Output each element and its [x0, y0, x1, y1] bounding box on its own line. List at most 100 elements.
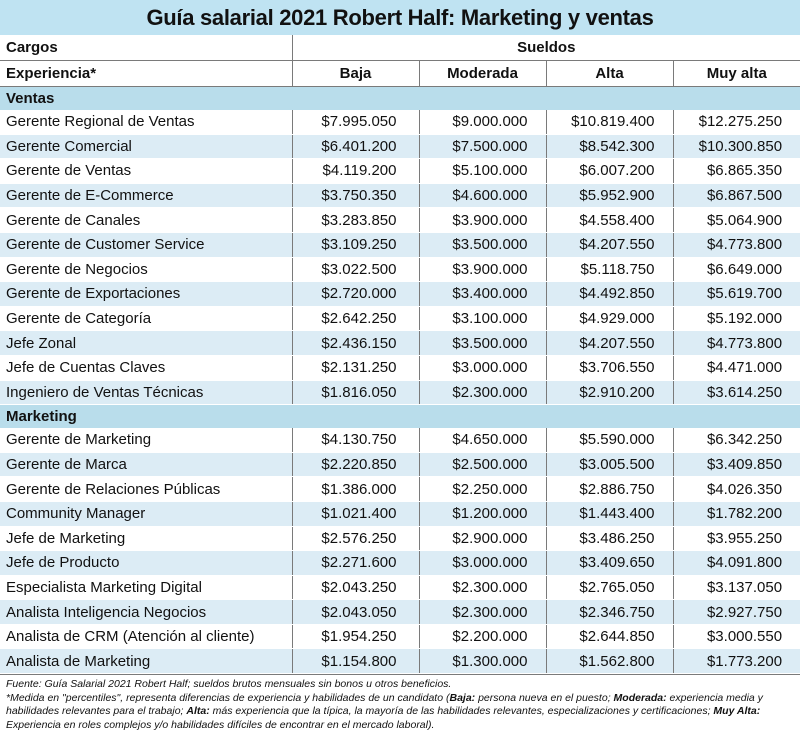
- salary-cell: $4.091.800: [673, 550, 800, 576]
- salary-cell: $2.131.250: [292, 355, 420, 381]
- cargo-cell: Gerente Regional de Ventas: [0, 110, 293, 135]
- salary-cell: $3.000.550: [673, 624, 800, 650]
- note-intro: *Medida en "percentiles", representa dif…: [6, 691, 450, 704]
- salary-cell: $4.026.350: [673, 476, 800, 502]
- salary-cell: $2.642.250: [292, 306, 420, 332]
- table-row: Jefe de Producto $2.271.600 $3.000.000 $3.4…: [0, 550, 800, 576]
- cargo-cell: Jefe Zonal: [0, 330, 293, 356]
- salary-cell: $1.773.200: [673, 648, 800, 675]
- table-row: Analista Inteligencia Negocios $2.043.050…: [0, 599, 800, 625]
- salary-cell: $6.865.350: [673, 158, 800, 184]
- salary-cell: $2.927.750: [673, 599, 800, 625]
- salary-cell: $1.154.800: [292, 648, 420, 675]
- salary-cell: $4.492.850: [546, 281, 674, 307]
- table-row: Jefe de Marketing $2.576.250 $2.900.000 $3.…: [0, 526, 800, 552]
- table-row: Gerente de Canales $3.283.850 $3.900.000 $4…: [0, 207, 800, 233]
- salary-cell: $3.005.500: [546, 452, 674, 478]
- salary-cell: $5.192.000: [673, 306, 800, 332]
- section-title: Marketing: [0, 404, 800, 429]
- cargo-cell: Gerente de Canales: [0, 207, 293, 233]
- table-row: Especialista Marketing Digital $2.043.250…: [0, 575, 800, 601]
- salary-cell: $3.614.250: [673, 380, 800, 406]
- salary-cell: $1.386.000: [292, 476, 420, 502]
- salary-cell: $3.022.500: [292, 257, 420, 283]
- salary-cell: $3.100.000: [419, 306, 547, 332]
- salary-cell: $3.283.850: [292, 207, 420, 233]
- salary-cell: $4.558.400: [546, 207, 674, 233]
- cargo-cell: Gerente de Ventas: [0, 158, 293, 184]
- salary-cell: $6.867.500: [673, 183, 800, 209]
- cargo-cell: Gerente de Marca: [0, 452, 293, 478]
- note-alta-text: más experiencia que la típica, la mayorí…: [209, 705, 714, 718]
- salary-cell: $2.043.250: [292, 575, 420, 601]
- salary-cell: $12.275.250: [673, 110, 800, 135]
- header-level-muy-alta: Muy alta: [673, 60, 800, 87]
- section-title: Ventas: [0, 86, 800, 110]
- salary-cell: $10.300.850: [673, 134, 800, 160]
- salary-cell: $3.750.350: [292, 183, 420, 209]
- salary-cell: $10.819.400: [546, 110, 674, 135]
- salary-cell: $1.816.050: [292, 380, 420, 406]
- salary-cell: $3.000.000: [419, 550, 547, 576]
- salary-cell: $2.900.000: [419, 526, 547, 552]
- cargo-cell: Gerente de Exportaciones: [0, 281, 293, 307]
- salary-cell: $7.500.000: [419, 134, 547, 160]
- salary-cell: $3.409.650: [546, 550, 674, 576]
- salary-cell: $3.000.000: [419, 355, 547, 381]
- salary-cell: $5.064.900: [673, 207, 800, 233]
- section-header-row: Ventas: [0, 86, 800, 110]
- table-row: Gerente de Ventas $4.119.200 $5.100.000 $6.…: [0, 158, 800, 184]
- header-level-alta: Alta: [546, 60, 674, 87]
- cargo-cell: Jefe de Producto: [0, 550, 293, 576]
- cargo-cell: Jefe de Cuentas Claves: [0, 355, 293, 381]
- salary-cell: $2.765.050: [546, 575, 674, 601]
- table-row: Jefe de Cuentas Claves $2.131.250 $3.000.0…: [0, 355, 800, 381]
- header-row-top: Cargos Sueldos: [0, 35, 800, 61]
- salary-cell: $4.207.550: [546, 330, 674, 356]
- salary-cell: $8.542.300: [546, 134, 674, 160]
- salary-cell: $6.401.200: [292, 134, 420, 160]
- salary-cell: $4.650.000: [419, 428, 547, 453]
- header-row-levels: Experiencia* Baja Moderada Alta Muy alta: [0, 60, 800, 87]
- table-row: Ingeniero de Ventas Técnicas $1.816.050 $2…: [0, 380, 800, 406]
- table-row: Jefe Zonal $2.436.150 $3.500.000 $4.207.550…: [0, 330, 800, 356]
- salary-cell: $2.300.000: [419, 599, 547, 625]
- salary-cell: $3.706.550: [546, 355, 674, 381]
- table-row: Gerente de Categoría $2.642.250 $3.100.000…: [0, 306, 800, 332]
- salary-cell: $5.590.000: [546, 428, 674, 453]
- header-level-baja: Baja: [292, 60, 420, 87]
- salary-cell: $4.130.750: [292, 428, 420, 453]
- cargo-cell: Gerente de Negocios: [0, 257, 293, 283]
- header-sueldos: Sueldos: [292, 35, 800, 61]
- salary-cell: $4.471.000: [673, 355, 800, 381]
- salary-cell: $2.720.000: [292, 281, 420, 307]
- salary-cell: $5.952.900: [546, 183, 674, 209]
- salary-cell: $2.300.000: [419, 380, 547, 406]
- cargo-cell: Ingeniero de Ventas Técnicas: [0, 380, 293, 406]
- table-row: Gerente de Marca $2.220.850 $2.500.000 $3.0…: [0, 452, 800, 478]
- salary-cell: $2.220.850: [292, 452, 420, 478]
- salary-cell: $2.576.250: [292, 526, 420, 552]
- cargo-cell: Especialista Marketing Digital: [0, 575, 293, 601]
- salary-cell: $7.995.050: [292, 110, 420, 135]
- salary-cell: $1.300.000: [419, 648, 547, 675]
- salary-cell: $1.782.200: [673, 501, 800, 527]
- table-body: Ventas Gerente Regional de Ventas $7.995.0…: [0, 86, 800, 675]
- salary-cell: $2.271.600: [292, 550, 420, 576]
- salary-cell: $1.021.400: [292, 501, 420, 527]
- table-row: Gerente de E-Commerce $3.750.350 $4.600.00…: [0, 183, 800, 209]
- note-muy-alta-text: Experiencia en roles complejos y/o habil…: [6, 718, 435, 731]
- salary-cell: $3.409.850: [673, 452, 800, 478]
- salary-cell: $3.500.000: [419, 330, 547, 356]
- footer-notes: Fuente: Guía Salarial 2021 Robert Half; …: [0, 674, 800, 732]
- footer-source: Fuente: Guía Salarial 2021 Robert Half; …: [6, 678, 452, 691]
- salary-cell: $3.400.000: [419, 281, 547, 307]
- cargo-cell: Analista de Marketing: [0, 648, 293, 675]
- table-row: Gerente de Customer Service $3.109.250 $3.…: [0, 232, 800, 258]
- salary-cell: $3.500.000: [419, 232, 547, 258]
- table-row: Analista de Marketing $1.154.800 $1.300.00…: [0, 648, 800, 675]
- salary-cell: $4.119.200: [292, 158, 420, 184]
- salary-cell: $2.436.150: [292, 330, 420, 356]
- note-muy-alta-label: Muy Alta:: [713, 705, 761, 718]
- salary-cell: $3.486.250: [546, 526, 674, 552]
